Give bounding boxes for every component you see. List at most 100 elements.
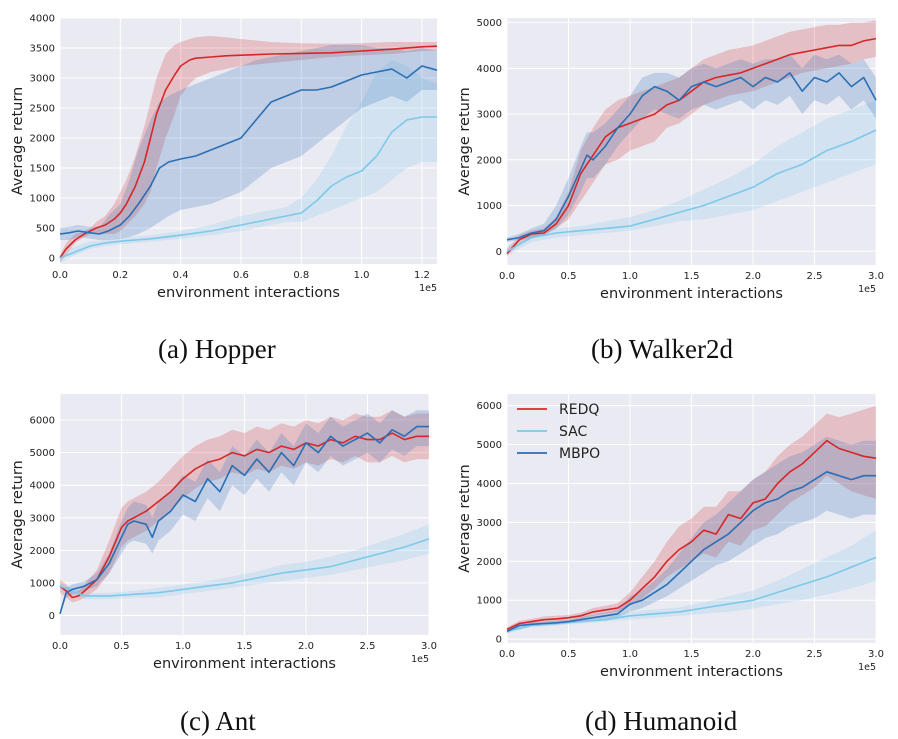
x-tick-label: 3.0 [868, 271, 884, 282]
x-tick-label: 0.0 [499, 649, 515, 660]
x-tick-label: 2.5 [360, 641, 376, 652]
x-tick-label: 2.0 [298, 641, 314, 652]
y-tick-label: 5000 [477, 440, 502, 451]
legend-label-redq: REDQ [559, 402, 599, 418]
y-tick-label: 500 [36, 224, 55, 235]
band-sac [60, 524, 429, 600]
band-redq [507, 20, 876, 256]
line-sac [506, 556, 877, 633]
x-scale-label: 1e5 [858, 284, 876, 295]
x-tick-label: 1.2 [414, 270, 430, 281]
y-tick-label: 1000 [30, 578, 55, 589]
legend: REDQ SAC MBPO [517, 402, 600, 462]
x-tick-label: 3.0 [421, 641, 437, 652]
chart-svg: 0.0 0.5 1.0 1.5 2.0 2.5 3.0 0 1000 2000 3000 4000 50… [457, 18, 884, 302]
line-mbpo [506, 471, 876, 633]
x-tick-label: 0.0 [499, 271, 515, 282]
y-tick-label: 0 [496, 635, 502, 646]
band-redq [60, 36, 437, 263]
band-mbpo [60, 45, 437, 240]
y-axis-label: Average return [10, 87, 26, 196]
x-tick-label: 2.0 [745, 271, 761, 282]
y-tick-label: 2000 [477, 155, 502, 166]
x-tick-label: 1.0 [622, 271, 638, 282]
x-tick-label: 2.0 [745, 649, 761, 660]
x-tick-label: 0.0 [52, 270, 68, 281]
x-tick-label: 0.2 [112, 270, 128, 281]
line-mbpo [506, 72, 877, 241]
y-tick-label: 1500 [30, 164, 55, 175]
y-tick-label: 2000 [477, 557, 502, 568]
x-tick-label: 1.5 [237, 641, 253, 652]
x-tick-label: 1.5 [684, 649, 700, 660]
y-tick-label: 4000 [30, 481, 55, 492]
x-tick-label: 2.5 [807, 271, 823, 282]
x-scale-label: 1e5 [411, 654, 429, 665]
y-tick-label: 3000 [30, 513, 55, 524]
caption-hopper: (a) Hopper [158, 334, 276, 364]
y-tick-label: 4000 [477, 64, 502, 75]
y-tick-label: 3500 [30, 44, 55, 55]
line-redq [59, 45, 438, 259]
line-sac [59, 538, 430, 597]
x-tick-label: 1.5 [684, 271, 700, 282]
y-tick-label: 1000 [477, 596, 502, 607]
chart-svg: 0.0 0.5 1.0 1.5 2.0 2.5 3.0 0 1000 2000 3000 4000 50… [457, 394, 884, 680]
hopper-chart: 0.0 0.2 0.4 0.6 0.8 1.0 1.2 0 500 1000 1500 2000 250… [0, 0, 449, 380]
x-tick-label: 1.0 [175, 641, 191, 652]
y-tick-label: 3000 [477, 110, 502, 121]
x-tick-label: 0.6 [233, 270, 249, 281]
y-tick-label: 2000 [30, 134, 55, 145]
y-tick-label: 4000 [477, 479, 502, 490]
band-sac [507, 100, 876, 256]
line-sac [506, 129, 877, 252]
y-tick-label: 1000 [30, 194, 55, 205]
x-tick-label: 0.5 [561, 649, 577, 660]
line-redq [506, 37, 877, 255]
y-tick-label: 0 [49, 611, 55, 622]
y-axis-label: Average return [10, 460, 26, 569]
band-redq [60, 410, 429, 603]
legend-label-mbpo: MBPO [559, 446, 600, 462]
x-tick-label: 0.4 [173, 270, 189, 281]
line-sac [59, 116, 437, 259]
chart-svg: 0.0 0.5 1.0 1.5 2.0 2.5 3.0 0 1000 2000 3000 4000 50… [10, 394, 437, 672]
y-tick-label: 0 [496, 247, 502, 258]
x-tick-label: 1.0 [622, 649, 638, 660]
x-axis-label: environment interactions [600, 286, 783, 302]
y-tick-label: 6000 [30, 416, 55, 427]
y-tick-label: 3000 [477, 518, 502, 529]
x-tick-label: 0.8 [293, 270, 309, 281]
band-redq [507, 405, 876, 632]
caption-walker2d: (b) Walker2d [591, 334, 734, 364]
legend-label-sac: SAC [559, 424, 587, 440]
line-mbpo [59, 425, 429, 615]
x-tick-label: 2.5 [807, 649, 823, 660]
line-mbpo [59, 65, 438, 235]
x-axis-label: environment interactions [600, 664, 783, 680]
y-tick-label: 1000 [477, 201, 502, 212]
caption-ant: (c) Ant [180, 706, 256, 736]
x-scale-label: 1e5 [858, 662, 876, 673]
walker2d-chart: 0.0 0.5 1.0 1.5 2.0 2.5 3.0 0 1000 2000 3000 4000 50… [449, 0, 898, 380]
y-tick-label: 4000 [30, 14, 55, 25]
band-sac [60, 60, 437, 263]
x-scale-label: 1e5 [419, 283, 437, 294]
line-redq [59, 432, 429, 599]
y-tick-label: 3000 [30, 74, 55, 85]
band-mbpo [507, 436, 876, 634]
y-tick-label: 2500 [30, 104, 55, 115]
x-tick-label: 0.5 [561, 271, 577, 282]
y-axis-label: Average return [457, 87, 473, 196]
x-tick-label: 3.0 [868, 649, 884, 660]
y-tick-label: 2000 [30, 546, 55, 557]
y-tick-label: 6000 [477, 401, 502, 412]
y-tick-label: 0 [49, 254, 55, 265]
y-tick-label: 5000 [477, 18, 502, 29]
x-tick-label: 1.0 [354, 270, 370, 281]
x-axis-label: environment interactions [157, 285, 340, 301]
y-tick-label: 5000 [30, 448, 55, 459]
caption-humanoid: (d) Humanoid [585, 706, 738, 736]
line-redq [506, 439, 877, 631]
chart-svg: 0.0 0.2 0.4 0.6 0.8 1.0 1.2 0 500 1000 1500 2000 250… [10, 14, 438, 301]
